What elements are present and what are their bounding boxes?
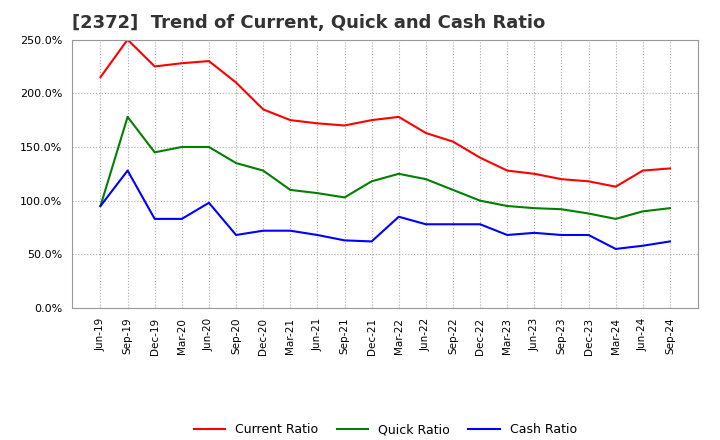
Cash Ratio bbox=[503, 232, 511, 238]
Cash Ratio bbox=[204, 200, 213, 205]
Quick Ratio bbox=[286, 187, 294, 193]
Cash Ratio bbox=[476, 222, 485, 227]
Line: Quick Ratio: Quick Ratio bbox=[101, 117, 670, 219]
Quick Ratio bbox=[449, 187, 457, 193]
Current Ratio bbox=[259, 107, 268, 112]
Quick Ratio bbox=[313, 191, 322, 196]
Quick Ratio bbox=[367, 179, 376, 184]
Current Ratio bbox=[204, 59, 213, 64]
Current Ratio bbox=[395, 114, 403, 120]
Cash Ratio bbox=[341, 238, 349, 243]
Legend: Current Ratio, Quick Ratio, Cash Ratio: Current Ratio, Quick Ratio, Cash Ratio bbox=[189, 418, 582, 440]
Cash Ratio bbox=[449, 222, 457, 227]
Cash Ratio bbox=[178, 216, 186, 221]
Cash Ratio bbox=[557, 232, 566, 238]
Cash Ratio bbox=[395, 214, 403, 220]
Quick Ratio bbox=[395, 171, 403, 176]
Current Ratio bbox=[232, 80, 240, 85]
Current Ratio bbox=[611, 184, 620, 189]
Current Ratio bbox=[367, 117, 376, 123]
Quick Ratio bbox=[178, 144, 186, 150]
Cash Ratio bbox=[123, 168, 132, 173]
Quick Ratio bbox=[639, 209, 647, 214]
Cash Ratio bbox=[232, 232, 240, 238]
Current Ratio bbox=[665, 166, 674, 171]
Quick Ratio bbox=[421, 176, 430, 182]
Cash Ratio bbox=[611, 246, 620, 252]
Quick Ratio bbox=[665, 205, 674, 211]
Quick Ratio bbox=[530, 205, 539, 211]
Quick Ratio bbox=[341, 195, 349, 200]
Quick Ratio bbox=[557, 207, 566, 212]
Quick Ratio bbox=[503, 203, 511, 209]
Line: Current Ratio: Current Ratio bbox=[101, 40, 670, 187]
Cash Ratio bbox=[150, 216, 159, 221]
Current Ratio bbox=[123, 37, 132, 42]
Current Ratio bbox=[178, 61, 186, 66]
Quick Ratio bbox=[476, 198, 485, 203]
Cash Ratio bbox=[259, 228, 268, 233]
Cash Ratio bbox=[639, 243, 647, 248]
Quick Ratio bbox=[204, 144, 213, 150]
Current Ratio bbox=[286, 117, 294, 123]
Current Ratio bbox=[449, 139, 457, 144]
Cash Ratio bbox=[421, 222, 430, 227]
Current Ratio bbox=[476, 155, 485, 160]
Quick Ratio bbox=[584, 211, 593, 216]
Cash Ratio bbox=[530, 230, 539, 235]
Quick Ratio bbox=[259, 168, 268, 173]
Current Ratio bbox=[341, 123, 349, 128]
Current Ratio bbox=[150, 64, 159, 69]
Cash Ratio bbox=[665, 239, 674, 244]
Current Ratio bbox=[313, 121, 322, 126]
Current Ratio bbox=[530, 171, 539, 176]
Quick Ratio bbox=[150, 150, 159, 155]
Cash Ratio bbox=[286, 228, 294, 233]
Current Ratio bbox=[421, 130, 430, 136]
Current Ratio bbox=[96, 74, 105, 80]
Text: [2372]  Trend of Current, Quick and Cash Ratio: [2372] Trend of Current, Quick and Cash … bbox=[72, 15, 545, 33]
Quick Ratio bbox=[611, 216, 620, 221]
Quick Ratio bbox=[123, 114, 132, 120]
Cash Ratio bbox=[584, 232, 593, 238]
Line: Cash Ratio: Cash Ratio bbox=[101, 171, 670, 249]
Current Ratio bbox=[503, 168, 511, 173]
Current Ratio bbox=[639, 168, 647, 173]
Cash Ratio bbox=[96, 203, 105, 209]
Cash Ratio bbox=[367, 239, 376, 244]
Quick Ratio bbox=[96, 203, 105, 209]
Current Ratio bbox=[557, 176, 566, 182]
Quick Ratio bbox=[232, 161, 240, 166]
Current Ratio bbox=[584, 179, 593, 184]
Cash Ratio bbox=[313, 232, 322, 238]
